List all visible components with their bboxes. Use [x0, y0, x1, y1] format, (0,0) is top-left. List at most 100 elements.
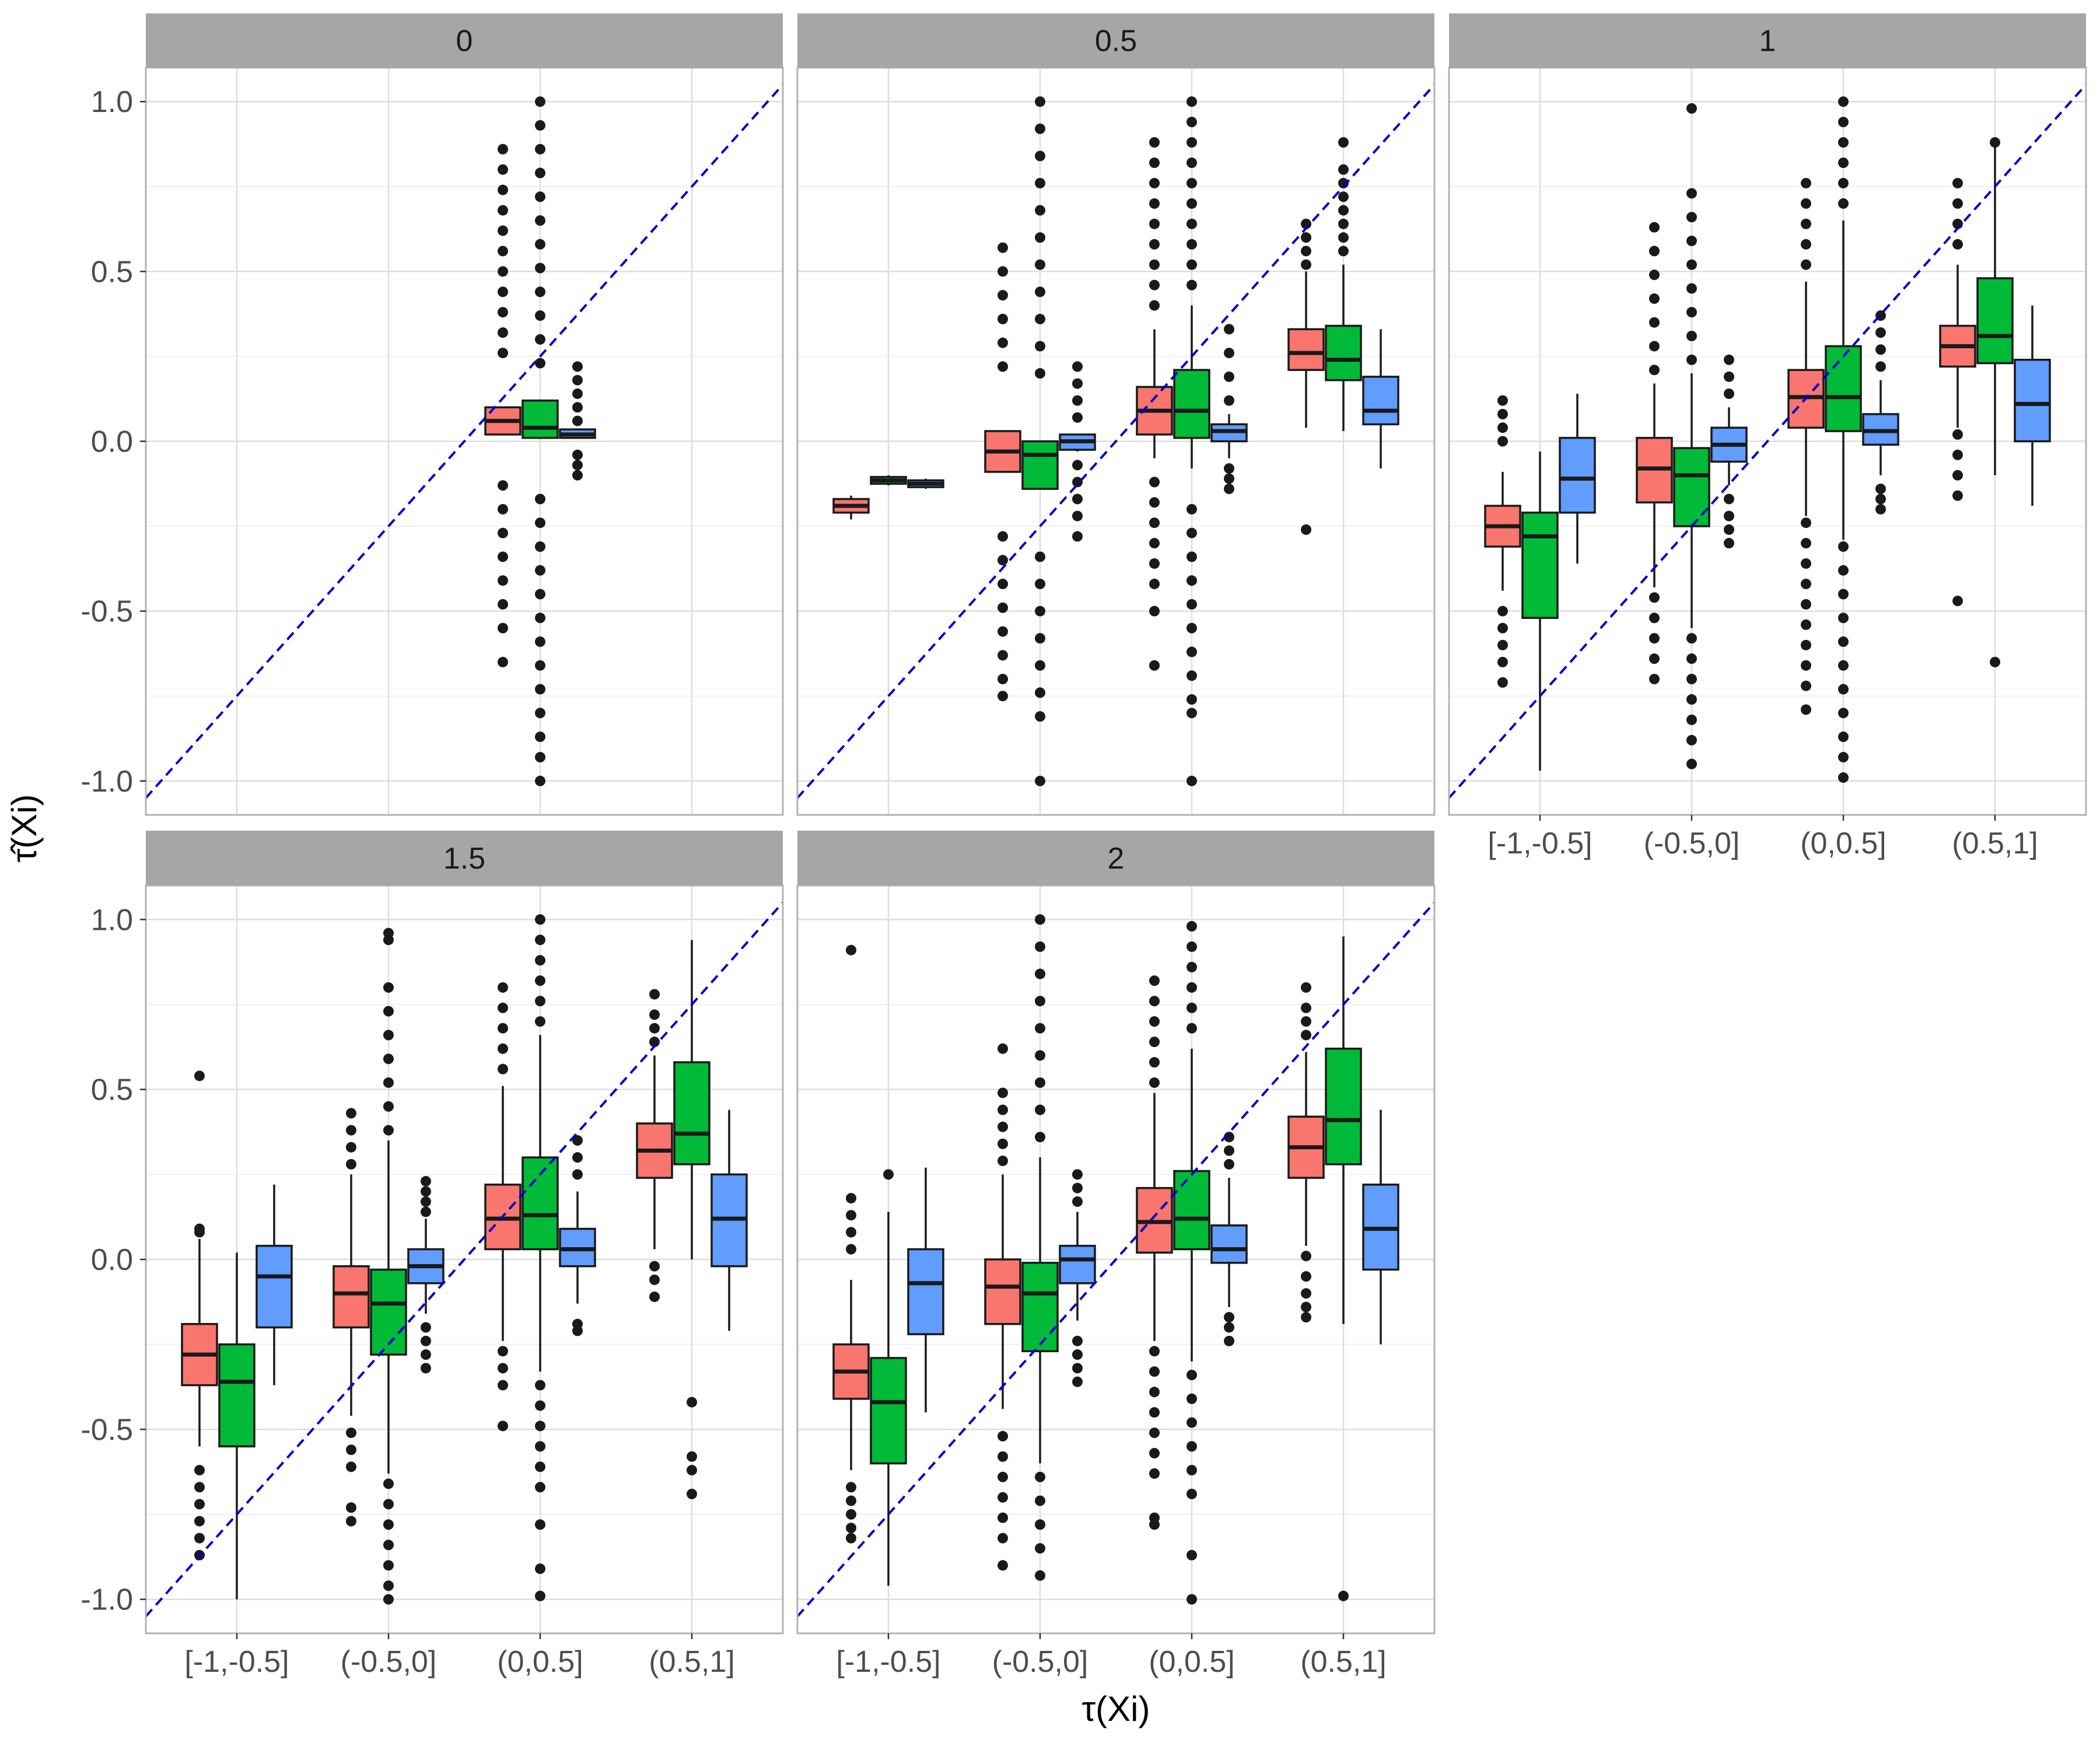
outlier-point — [1035, 633, 1045, 644]
reference-line-y-equals-x — [797, 901, 1434, 1618]
outlier-point — [1497, 622, 1508, 634]
outlier-point — [649, 989, 660, 1000]
boxplot-cat0-series0 — [181, 1070, 218, 1560]
outlier-point — [1338, 1590, 1349, 1601]
outlier-point — [1724, 494, 1734, 505]
outlier-point — [1149, 1037, 1160, 1048]
outlier-point — [1186, 1417, 1197, 1428]
outlier-point — [1686, 354, 1697, 365]
outlier-point — [498, 205, 508, 216]
outlier-point — [1301, 259, 1311, 270]
box-iqr — [1362, 376, 1399, 426]
outlier-point — [1035, 368, 1045, 379]
box-iqr — [870, 1357, 907, 1465]
outlier-point — [1224, 1322, 1234, 1333]
x-tick-label: (0,0.5] — [1800, 827, 1886, 860]
outlier-point — [998, 1451, 1008, 1462]
outlier-point — [1072, 494, 1083, 505]
outlier-point — [572, 415, 583, 426]
outlier-point — [998, 579, 1008, 590]
outlier-point — [1838, 541, 1849, 552]
outlier-point — [1801, 579, 1811, 590]
outlier-point — [846, 1210, 856, 1221]
box-iqr — [673, 1061, 710, 1166]
outlier-point — [535, 1400, 545, 1411]
outlier-point — [1649, 270, 1660, 281]
outlier-point — [1301, 232, 1311, 243]
outlier-point — [1186, 503, 1197, 514]
outlier-point — [1149, 517, 1160, 528]
outlier-point — [346, 1516, 356, 1527]
outlier-point — [535, 215, 545, 226]
outlier-point — [1186, 646, 1197, 657]
outlier-point — [535, 565, 545, 576]
outlier-point — [998, 1138, 1008, 1149]
outlier-point — [1801, 517, 1811, 528]
boxplot-cat3-series2 — [1362, 1110, 1399, 1345]
facet-strip — [1449, 13, 2086, 68]
outlier-point — [1035, 150, 1045, 162]
outlier-point — [1186, 218, 1197, 229]
outlier-point — [383, 1580, 394, 1591]
outlier-point — [1301, 524, 1311, 535]
boxplot-cat2-series0 — [1136, 137, 1173, 671]
outlier-point — [498, 246, 508, 257]
outlier-point — [383, 1054, 394, 1065]
outlier-point — [194, 1070, 205, 1082]
outlier-point — [1149, 1016, 1160, 1027]
outlier-point — [194, 1227, 205, 1238]
outlier-point — [846, 944, 856, 956]
outlier-point — [998, 1043, 1008, 1054]
outlier-point — [1838, 684, 1849, 695]
outlier-point — [194, 1482, 205, 1493]
outlier-point — [998, 1560, 1008, 1571]
outlier-point — [498, 225, 508, 236]
outlier-point — [1724, 371, 1734, 382]
facet-panel-1: 1 [-1,-0.5] (-0.5,0] (0,0.5] (0.5,1] — [1448, 13, 2087, 860]
outlier-point — [1186, 1393, 1197, 1404]
outlier-point — [1035, 660, 1045, 671]
outlier-point — [383, 1539, 394, 1550]
outlier-point — [1952, 596, 1963, 607]
outlier-point — [1035, 1077, 1045, 1088]
outlier-point — [1035, 1023, 1045, 1034]
outlier-point — [1149, 279, 1160, 290]
outlier-point — [572, 374, 583, 386]
outlier-point — [1224, 348, 1234, 359]
outlier-point — [498, 503, 508, 514]
outlier-point — [383, 1519, 394, 1530]
outlier-point — [1149, 538, 1160, 549]
outlier-point — [535, 494, 545, 505]
outlier-point — [535, 955, 545, 966]
outlier-point — [1072, 1169, 1083, 1180]
outlier-point — [535, 310, 545, 321]
outlier-point — [535, 120, 545, 131]
outlier-point — [1035, 1471, 1045, 1482]
outlier-point — [1186, 921, 1197, 932]
outlier-point — [535, 775, 545, 786]
outlier-point — [1072, 1335, 1083, 1346]
outlier-point — [1035, 711, 1045, 722]
outlier-point — [998, 650, 1008, 661]
y-tick-label: 1.0 — [91, 85, 133, 119]
outlier-point — [383, 1560, 394, 1571]
outlier-point — [846, 1509, 856, 1520]
outlier-point — [1149, 477, 1160, 488]
outlier-point — [1224, 324, 1234, 335]
outlier-point — [1149, 198, 1160, 209]
box-iqr — [1559, 436, 1596, 514]
box-iqr — [907, 1248, 944, 1335]
outlier-point — [1072, 510, 1083, 522]
outlier-point — [1186, 670, 1197, 681]
outlier-point — [1072, 1349, 1083, 1360]
boxplot-cat1-series2 — [1710, 354, 1748, 549]
outlier-point — [1072, 1182, 1083, 1194]
y-axis-title: τ̂(Xi) — [5, 794, 44, 862]
outlier-point — [1724, 538, 1734, 549]
x-tick-label: (0.5,1] — [1952, 827, 2038, 860]
boxplot-cat2-series1 — [522, 96, 559, 786]
outlier-point — [1801, 619, 1811, 630]
outlier-point — [572, 1135, 583, 1146]
box-iqr — [1210, 1224, 1248, 1264]
outlier-point — [1497, 436, 1508, 447]
